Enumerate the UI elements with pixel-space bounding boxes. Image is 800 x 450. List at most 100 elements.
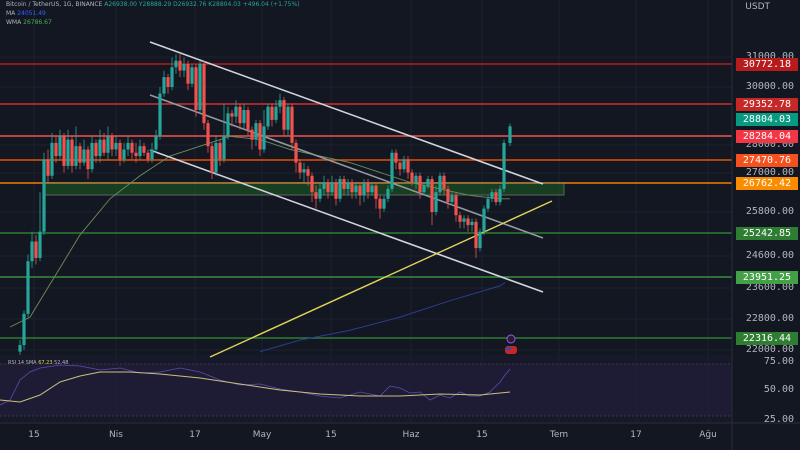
candle-body [26,261,30,314]
candle-body [386,188,390,199]
ma-legend[interactable]: MA 24051.49 [6,9,299,18]
price-level-tag[interactable]: 29352.78 [736,98,798,111]
candle-body [286,106,290,130]
candle-body [78,146,82,163]
candle-body [250,129,254,140]
price-level-tag[interactable]: 28804.03 [736,113,798,126]
trendline [209,200,553,358]
candle-body [90,142,94,170]
candle-body [410,172,414,183]
candle-body [190,67,194,84]
price-tick-label: 23600.00 [745,282,794,293]
candle-body [134,152,138,157]
candle-body [418,175,422,193]
candle-body [306,169,310,176]
support-zone [43,182,565,196]
candle-body [246,110,250,130]
grid-lines [0,0,732,423]
candle-body [122,149,126,160]
time-tick-label: 15 [325,430,337,440]
candle-body [206,123,210,147]
candle-body [38,231,42,258]
ohlc-low: D26932.76 [173,1,207,8]
candle-body [326,182,330,193]
price-level-tag[interactable]: 23951.25 [736,271,798,284]
candle-body [110,136,114,150]
candle-body [310,175,314,193]
candle-body [414,175,418,183]
price-tick-label: 24600.00 [745,250,794,261]
price-tick-label: 22000.00 [745,344,794,355]
price-tick-label: 31000.00 [745,51,794,62]
candle-body [174,60,178,68]
candle-body [142,146,146,153]
candle-body [66,139,70,166]
price-level-tag[interactable]: 25242.85 [736,227,798,240]
candle-body [102,139,106,153]
candle-body [222,136,226,160]
candle-body [454,195,458,216]
candle-body [202,63,206,124]
candle-body [138,146,142,157]
candle-body [458,215,462,222]
candle-body [146,152,150,160]
candle-body [318,188,322,199]
candle-body [94,142,98,157]
time-tick-label: Haz [402,430,420,440]
time-tick-label: Nis [109,430,123,440]
candle-body [278,100,282,107]
candle-body [494,192,498,203]
trend-line [209,200,553,358]
rsi-legend[interactable]: RSI 14 SMA 67.23 52.48 [8,360,68,366]
candle-body [486,198,490,209]
ohlc-change: +496.04 (+1.75%) [242,1,300,8]
candle-body [470,221,474,226]
candle-body [294,142,298,163]
candle-body [70,139,74,166]
wma-polyline [259,282,506,353]
candle-body [490,192,494,199]
candle-body [170,67,174,87]
candle-body [508,126,512,143]
candle-body [502,142,506,189]
candle-body [374,185,378,199]
time-tick-label: 15 [476,430,488,440]
candle-body [258,123,262,150]
candle-body [30,241,34,262]
candle-body [426,179,430,186]
rsi-tick-label: 25.00 [763,414,794,425]
candle-body [118,142,122,160]
time-tick-label: Tem [549,430,569,440]
candle-body [398,162,402,170]
candle-body [22,313,26,346]
rsi-tick-label: 50.00 [763,384,794,395]
rsi-extra: 52.48 [54,360,69,366]
candle-body [62,136,66,166]
candle-body [266,106,270,127]
candle-body [186,63,190,84]
candle-body [198,63,202,111]
horizontal-levels [0,63,732,339]
ohlc-close: K28804.03 [208,1,241,8]
candle-body [182,63,186,71]
price-level-tag[interactable]: 22316.44 [736,332,798,345]
price-level-tag[interactable]: 28284.04 [736,130,798,143]
currency-unit[interactable]: USDT [745,2,770,12]
rsi-params: 14 SMA [17,360,37,366]
event-markers[interactable] [505,334,517,354]
price-level-tag[interactable]: 26762.42 [736,177,798,190]
candle-body [430,179,434,212]
price-level-tag[interactable]: 30772.18 [736,58,798,71]
candle-body [210,146,214,173]
time-tick-label: 15 [28,430,40,440]
candle-body [366,182,370,193]
candle-body [406,159,410,173]
candle-body [166,77,170,87]
channel-line [149,149,544,293]
price-level-tag[interactable]: 27470.76 [736,154,798,167]
candle-body [382,198,386,209]
event-icon[interactable] [506,334,516,344]
wma-legend[interactable]: WMA 26786.67 [6,18,299,27]
candle-body [394,152,398,163]
